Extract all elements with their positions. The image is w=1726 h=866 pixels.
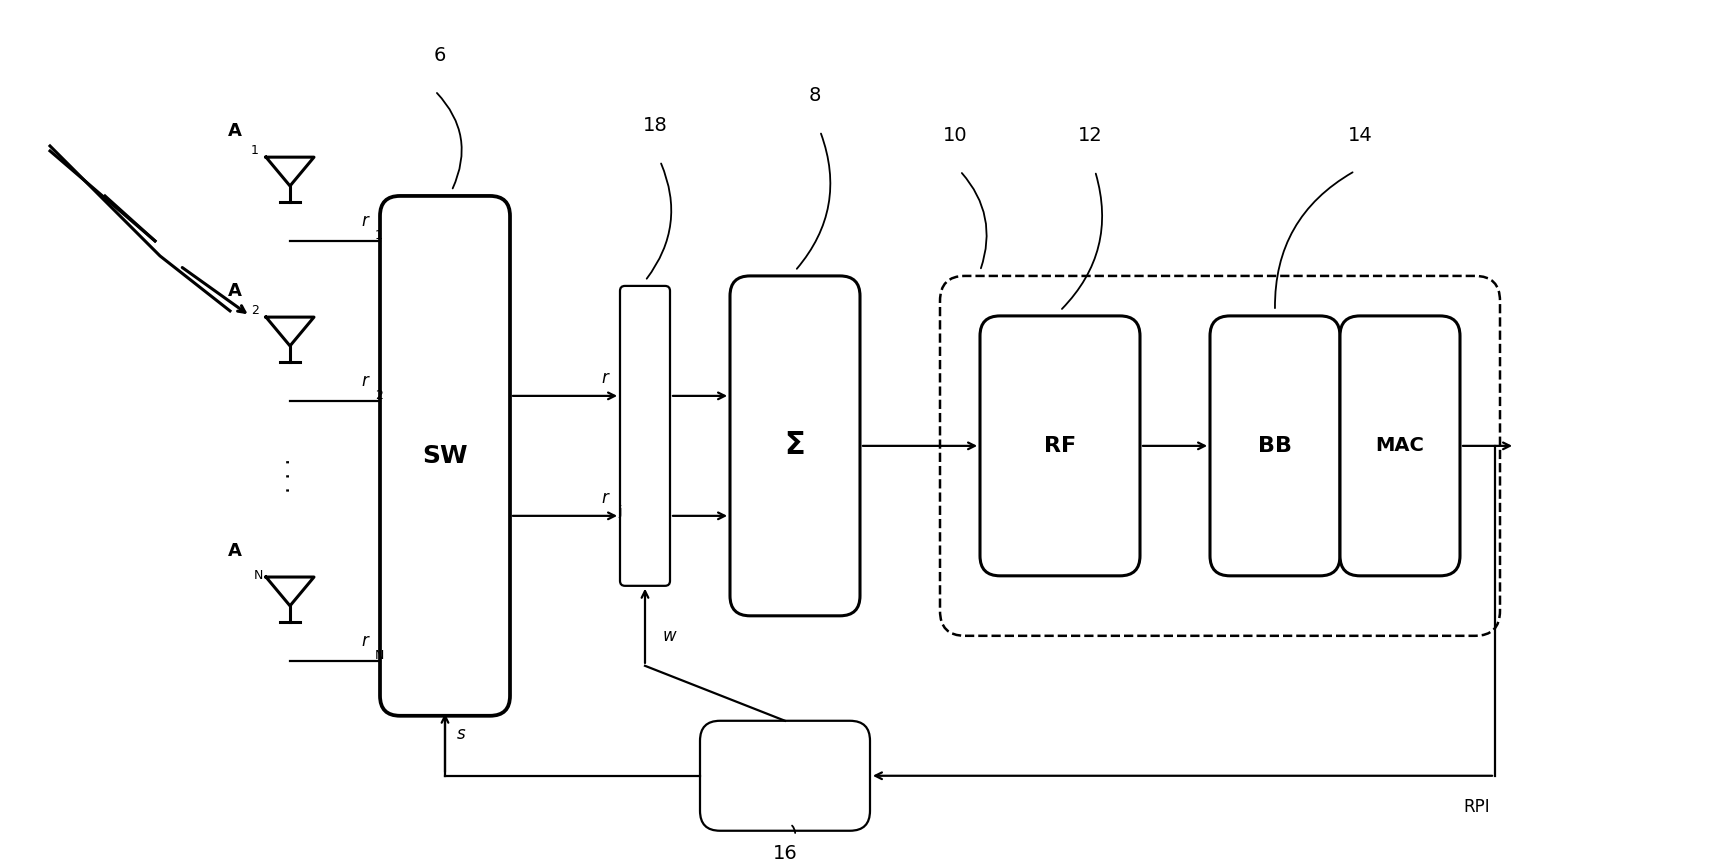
Text: SW: SW bbox=[423, 444, 468, 468]
FancyBboxPatch shape bbox=[701, 721, 870, 830]
Text: 10: 10 bbox=[942, 126, 967, 145]
Text: 2: 2 bbox=[250, 305, 259, 318]
Text: RPI: RPI bbox=[1464, 798, 1490, 816]
Text: RF: RF bbox=[1044, 436, 1075, 456]
Text: A: A bbox=[228, 542, 242, 559]
FancyBboxPatch shape bbox=[380, 196, 509, 716]
FancyBboxPatch shape bbox=[730, 276, 860, 616]
Text: r: r bbox=[602, 369, 609, 387]
Text: r: r bbox=[602, 488, 609, 507]
Text: 2: 2 bbox=[375, 390, 383, 403]
FancyBboxPatch shape bbox=[1339, 316, 1460, 576]
Text: i: i bbox=[618, 385, 621, 398]
Text: 18: 18 bbox=[642, 116, 668, 135]
Text: N: N bbox=[375, 650, 385, 662]
Text: r: r bbox=[361, 212, 368, 230]
FancyBboxPatch shape bbox=[620, 286, 670, 585]
Text: 1: 1 bbox=[250, 145, 259, 158]
Text: 1: 1 bbox=[375, 229, 383, 242]
Text: 6: 6 bbox=[433, 47, 447, 66]
Text: s: s bbox=[457, 725, 466, 743]
FancyBboxPatch shape bbox=[1210, 316, 1339, 576]
Text: 12: 12 bbox=[1077, 126, 1103, 145]
Text: Σ: Σ bbox=[785, 431, 806, 461]
Text: 16: 16 bbox=[773, 844, 797, 863]
Text: · · ·: · · · bbox=[280, 458, 300, 494]
Text: r: r bbox=[361, 372, 368, 390]
Text: 14: 14 bbox=[1348, 126, 1372, 145]
Text: A: A bbox=[228, 282, 242, 300]
Text: w: w bbox=[663, 627, 677, 645]
Text: BB: BB bbox=[1258, 436, 1293, 456]
Text: A: A bbox=[228, 122, 242, 140]
Text: 8: 8 bbox=[809, 87, 822, 106]
Text: r: r bbox=[361, 632, 368, 650]
FancyBboxPatch shape bbox=[980, 316, 1139, 576]
Text: MAC: MAC bbox=[1376, 436, 1424, 456]
Text: j: j bbox=[618, 506, 621, 519]
Text: N: N bbox=[254, 569, 262, 582]
